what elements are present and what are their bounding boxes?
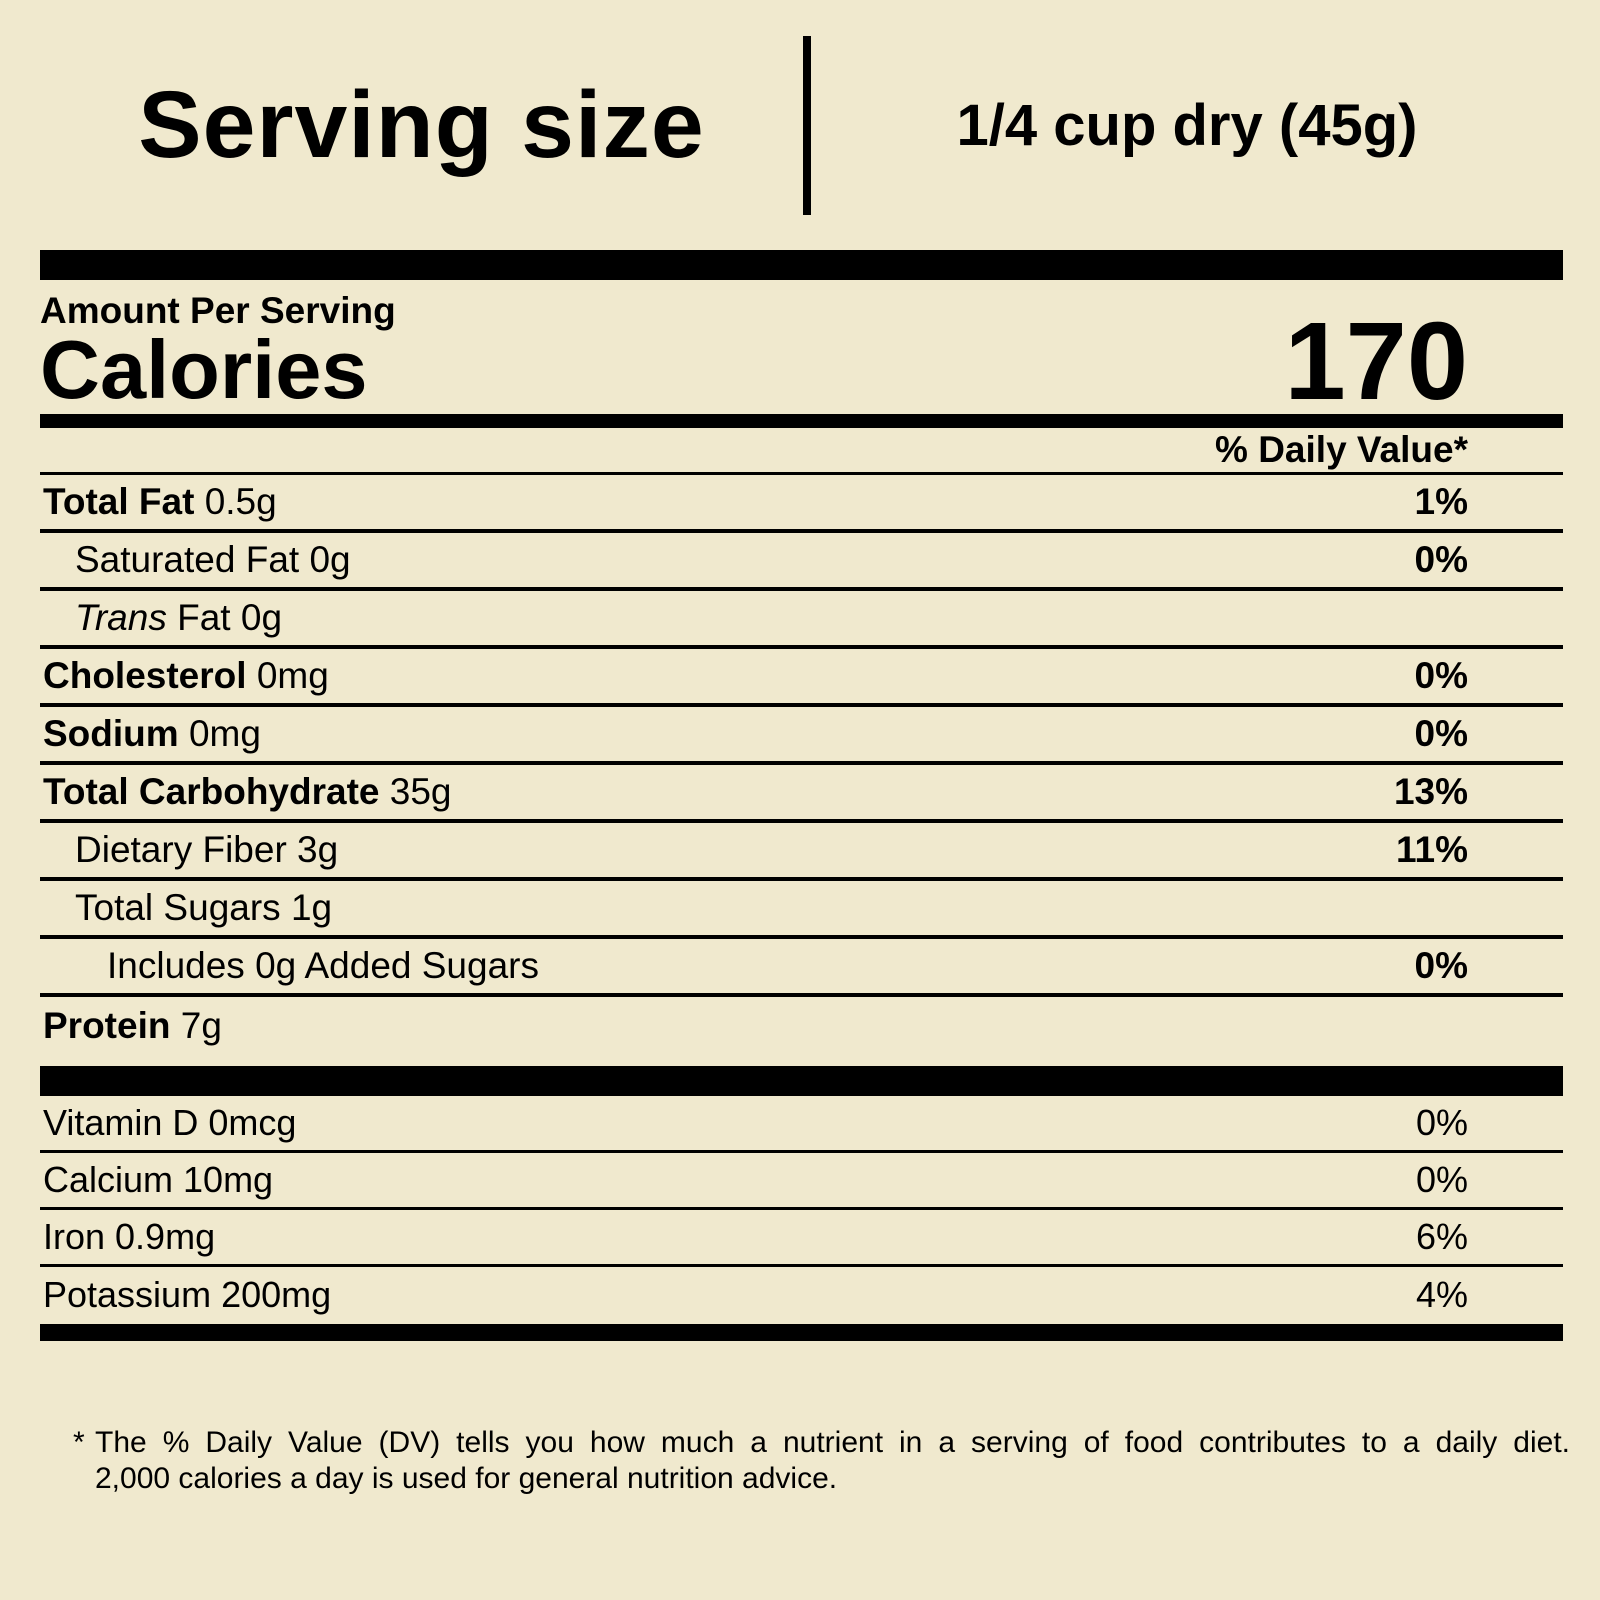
separator-bar-middle: [40, 1065, 1563, 1096]
calories-label: Calories: [40, 323, 368, 417]
nutrient-label: Iron 0.9mg: [43, 1215, 216, 1257]
vertical-divider: [803, 35, 811, 215]
nutrient-row-trans-fat-0g: Trans Fat 0g: [40, 591, 1563, 649]
nutrient-label: Cholesterol 0mg: [43, 654, 329, 696]
separator-bar-bottom: [40, 1323, 1563, 1341]
footnote-text: The % Daily Value (DV) tells you how muc…: [73, 1425, 1570, 1497]
nutrient-label: Dietary Fiber 3g: [75, 828, 339, 870]
nutrient-row-total-carbohydrate-35g: Total Carbohydrate 35g 13%: [40, 765, 1563, 823]
serving-size-label: Serving size: [138, 71, 705, 178]
nutrient-row-includes-0g-added-sugars: Includes 0g Added Sugars 0%: [40, 939, 1563, 997]
micronutrient-table: Vitamin D 0mcg 0% Calcium 10mg 0% Iron 0.9mg…: [40, 1096, 1563, 1324]
nutrient-row-saturated-fat-0g: Saturated Fat 0g 0%: [40, 533, 1563, 591]
daily-value-header: % Daily Value*: [40, 428, 1563, 475]
nutrient-label: Includes 0g Added Sugars: [107, 944, 539, 986]
nutrient-row-sodium-0mg: Sodium 0mg 0%: [40, 707, 1563, 765]
daily-value-percent: 11%: [1395, 828, 1468, 870]
serving-size-value: 1/4 cup dry (45g): [956, 92, 1418, 158]
daily-value-percent: 13%: [1393, 770, 1468, 812]
nutrient-row-vitamin-d-0mcg: Vitamin D 0mcg 0%: [40, 1096, 1563, 1153]
nutrient-label: Protein 7g: [43, 1004, 222, 1046]
nutrient-label: Total Fat 0.5g: [43, 480, 277, 522]
nutrient-row-total-fat-0-5g: Total Fat 0.5g 1%: [40, 475, 1563, 533]
nutrient-row-potassium-200mg: Potassium 200mg 4%: [40, 1267, 1563, 1324]
nutrient-table: Total Fat 0.5g 1% Saturated Fat 0g 0% Trans …: [40, 475, 1563, 1055]
nutrient-label: Sodium 0mg: [43, 712, 261, 754]
nutrient-row-dietary-fiber-3g: Dietary Fiber 3g 11%: [40, 823, 1563, 881]
daily-value-percent: 0%: [1414, 654, 1468, 696]
nutrient-label: Calcium 10mg: [43, 1158, 274, 1200]
nutrient-label: Total Sugars 1g: [75, 886, 333, 928]
daily-value-percent: 4%: [1415, 1274, 1468, 1316]
nutrient-row-calcium-10mg: Calcium 10mg 0%: [40, 1153, 1563, 1210]
daily-value-percent: 0%: [1415, 1101, 1468, 1143]
nutrient-row-total-sugars-1g: Total Sugars 1g: [40, 881, 1563, 939]
calories-row: Calories 170: [40, 307, 1563, 418]
daily-value-percent: 6%: [1415, 1215, 1468, 1257]
nutrient-row-protein-7g: Protein 7g: [40, 997, 1563, 1055]
nutrient-label: Vitamin D 0mcg: [43, 1101, 297, 1143]
nutrient-label: Total Carbohydrate 35g: [43, 770, 452, 812]
footnote-asterisk: *: [73, 1425, 85, 1459]
daily-value-percent: 0%: [1415, 1158, 1468, 1200]
nutrient-label: Potassium 200mg: [43, 1274, 332, 1316]
separator-bar-calories: [40, 413, 1563, 428]
nutrient-row-iron-0-9mg: Iron 0.9mg 6%: [40, 1210, 1563, 1267]
calories-value: 170: [1284, 300, 1468, 424]
nutrient-label: Trans Fat 0g: [75, 596, 283, 638]
daily-value-percent: 1%: [1414, 480, 1468, 522]
footnote-line-1: The % Daily Value (DV) tells you how muc…: [95, 1425, 1570, 1459]
amount-per-serving-heading: Amount Per Serving: [40, 290, 396, 331]
spacer: [40, 1055, 1563, 1066]
nutrient-label: Saturated Fat 0g: [75, 538, 351, 580]
daily-value-percent: 0%: [1414, 944, 1468, 986]
daily-value-percent: 0%: [1414, 538, 1468, 580]
daily-value-percent: 0%: [1414, 712, 1468, 754]
daily-value-footnote: * The % Daily Value (DV) tells you how m…: [73, 1425, 1570, 1497]
footnote-line-2: 2,000 calories a day is used for general…: [95, 1461, 838, 1495]
separator-bar-top: [40, 250, 1563, 280]
nutrient-row-cholesterol-0mg: Cholesterol 0mg 0%: [40, 649, 1563, 707]
serving-size-section: Serving size 1/4 cup dry (45g): [40, 0, 1563, 250]
label-body: Serving size 1/4 cup dry (45g) Amount Pe…: [40, 0, 1570, 1497]
